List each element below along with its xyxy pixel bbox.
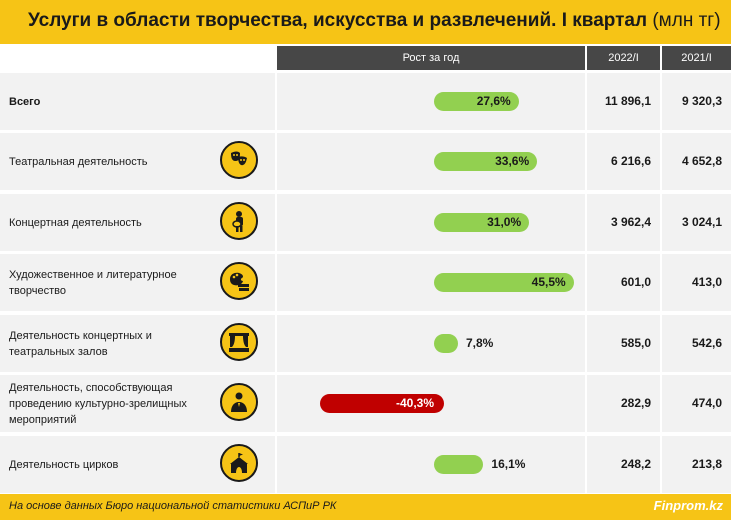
row-2022-cell [587,254,660,311]
theater-masks-icon [220,141,258,179]
growth-bar [434,91,519,111]
row-growth-cell [277,133,585,190]
palette-books-icon [220,262,258,300]
row-2022-cell [587,73,660,130]
value-2022: 3 962,4 [610,214,651,229]
row-label: Деятельность цирков [9,458,119,471]
value-2021: 474,0 [691,395,722,410]
palette-books-icon-glyph [230,272,249,291]
row-2022-cell [587,315,660,372]
row-2021-cell [662,254,731,311]
header-col-2022: 2022/I [587,46,660,70]
header-growth: Рост за год [277,46,585,70]
value-2021: 3 024,1 [681,214,722,229]
growth-label: 45,5% [531,274,566,289]
value-2022: 11 896,1 [604,93,651,108]
circus-tent-icon-glyph [230,453,248,473]
value-2021: 413,0 [691,274,722,289]
stage-curtain-icon [220,323,258,361]
row-2021-cell [662,375,731,432]
stage-curtain-icon-glyph [229,333,249,352]
row-growth-cell [277,73,585,130]
growth-label: -40,3% [395,395,434,410]
guitarist-icon [220,202,258,240]
value-2022: 282,9 [620,395,651,410]
growth-bar [434,212,530,232]
theater-masks-icon-glyph [231,151,247,166]
row-label: Деятельность концертных и театральных за… [9,329,152,358]
value-2022: 6 216,6 [610,153,651,168]
title-bar [0,0,731,44]
row-2021-cell [662,73,731,130]
row-2021-cell [662,133,731,190]
footer-brand: Finprom.kz [653,498,723,513]
growth-label: 31,0% [487,214,522,229]
growth-bar [434,151,538,171]
row-2022-cell [587,194,660,251]
row-2022-cell [587,133,660,190]
footer-source: На основе данных Бюро национальной стати… [9,500,337,512]
growth-label: 27,6% [476,93,511,108]
header-col-2021: 2021/I [662,46,731,70]
row-2022-cell [587,375,660,432]
row-label: Концертная деятельность [9,216,142,229]
value-2021: 9 320,3 [681,93,722,108]
chart-title-unit: (млн тг) [652,10,721,31]
growth-label: 7,8% [465,335,494,350]
value-2022: 585,0 [620,335,651,350]
chart-title: Услуги в области творчества, искусства и… [28,10,721,32]
presenter-icon-glyph [231,392,247,412]
footer-bar [0,494,731,520]
value-2021: 213,8 [691,456,722,471]
presenter-icon [220,383,258,421]
guitarist-icon-glyph [232,211,243,232]
row-label: Театральная деятельность [9,155,148,168]
row-label: Всего [9,95,41,108]
value-2021: 4 652,8 [681,153,722,168]
row-growth-cell [277,436,585,493]
row-2021-cell [662,436,731,493]
row-2021-cell [662,315,731,372]
row-label: Деятельность, способствующая проведению … [9,381,187,426]
growth-bar [434,454,484,474]
chart-title-main: Услуги в области творчества, искусства и… [28,10,648,31]
growth-label: 33,6% [495,153,530,168]
value-2022: 601,0 [620,274,651,289]
row-growth-cell [277,194,585,251]
growth-bar [320,393,444,413]
row-label-cell [0,73,275,130]
row-growth-cell [277,315,585,372]
growth-label: 16,1% [491,456,526,471]
growth-bar [434,333,458,353]
growth-bar [434,272,574,292]
row-2021-cell [662,194,731,251]
value-2021: 542,6 [691,335,722,350]
row-2022-cell [587,436,660,493]
circus-tent-icon [220,444,258,482]
value-2022: 248,2 [620,456,651,471]
row-label: Художественное и литературное творчество [9,268,177,297]
